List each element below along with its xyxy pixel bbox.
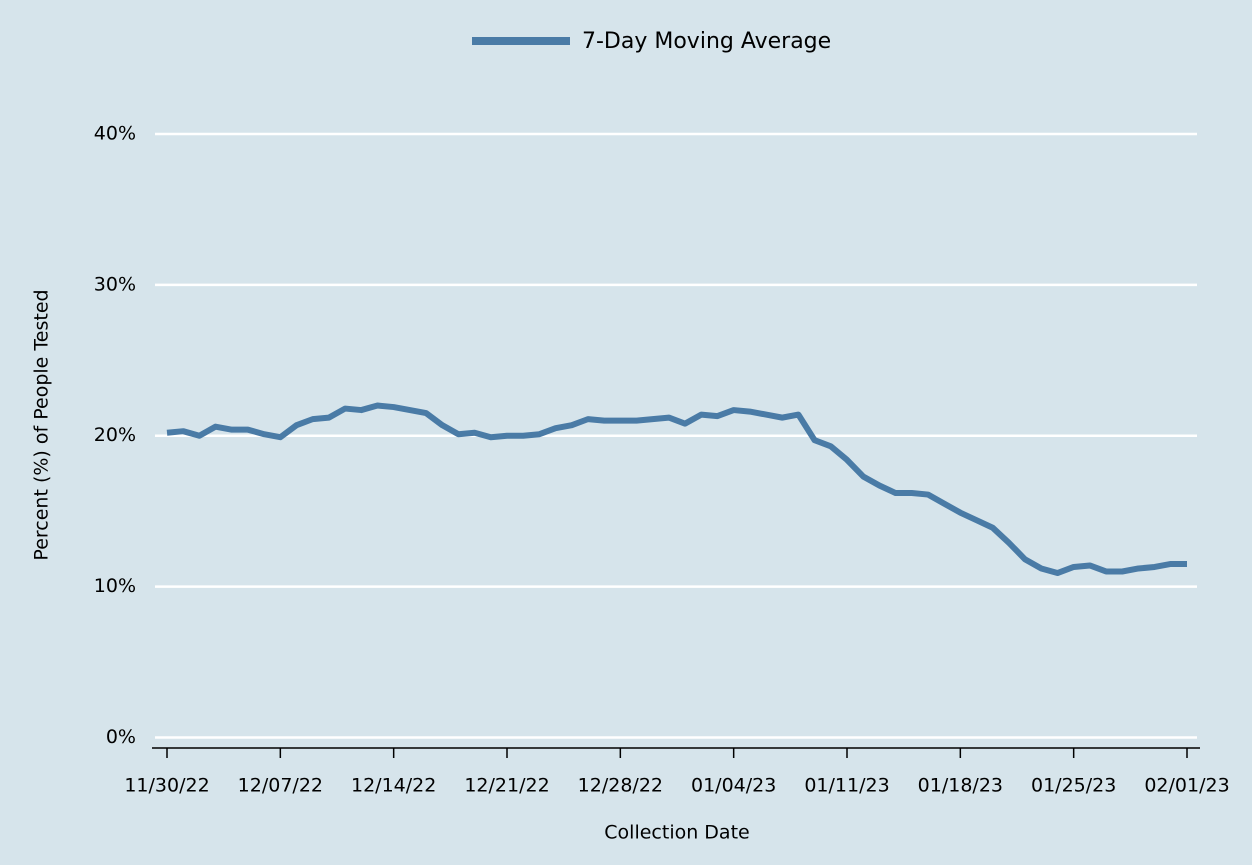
x-tick-label: 01/25/23	[1031, 775, 1116, 797]
y-tick-label: 20%	[94, 424, 136, 446]
x-tick-label: 12/28/22	[578, 775, 663, 797]
x-tick-label: 01/04/23	[691, 775, 776, 797]
legend-label: 7-Day Moving Average	[582, 29, 831, 54]
x-tick-label: 12/07/22	[238, 775, 323, 797]
x-axis-title: Collection Date	[604, 822, 749, 844]
data-line	[166, 402, 1187, 577]
y-tick-label: 10%	[94, 575, 136, 597]
x-tick-label: 01/11/23	[804, 775, 889, 797]
x-tick-label: 01/18/23	[918, 775, 1003, 797]
x-tick-label: 12/21/22	[464, 775, 549, 797]
y-tick-label: 40%	[94, 123, 136, 145]
x-tick-label: 02/01/23	[1144, 775, 1229, 797]
y-axis-title: Percent (%) of People Tested	[31, 289, 53, 560]
y-tick-label: 30%	[94, 273, 136, 295]
x-tick-label: 12/14/22	[351, 775, 436, 797]
y-tick-label: 0%	[106, 726, 136, 748]
x-tick-label: 11/30/22	[124, 775, 209, 797]
